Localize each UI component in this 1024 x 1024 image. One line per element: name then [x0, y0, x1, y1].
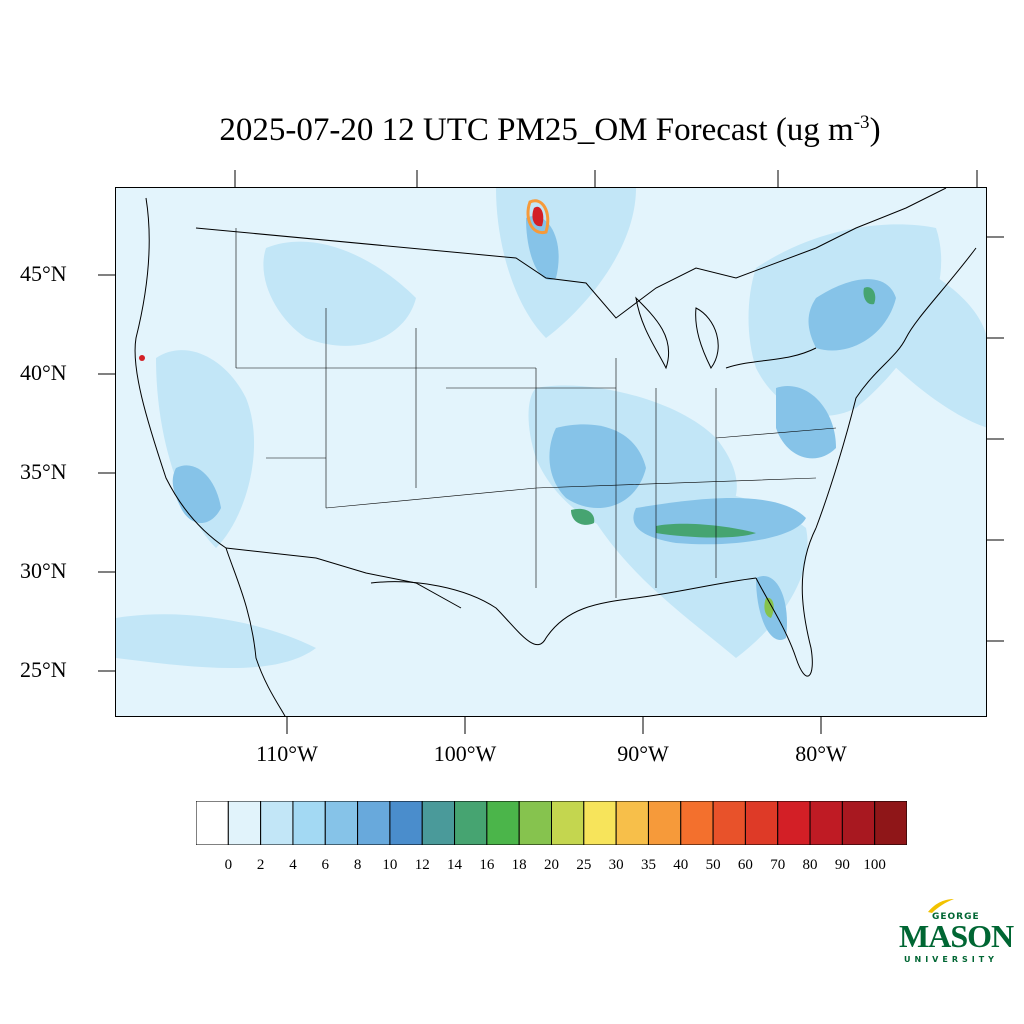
colorbar-tick-label: 50 — [705, 857, 721, 873]
gulf-coastline — [370, 577, 757, 645]
colorbar-tick-label: 20 — [544, 857, 559, 873]
colorbar-tick-label: 4 — [289, 857, 297, 873]
colorbar-tick-label: 80 — [802, 857, 818, 873]
colorbar-swatch — [292, 801, 326, 845]
light-region-canada — [496, 188, 636, 338]
colorbar-tick-label: 100 — [863, 857, 886, 873]
green-region-se — [656, 523, 756, 538]
colorbar-tick-label: 6 — [321, 857, 330, 873]
gmu-logo: GEORGE MASON UNIVERSITY — [896, 898, 1014, 968]
fire-hotspot-ontario-ring — [526, 199, 550, 235]
east-coastline — [815, 247, 977, 529]
colorbar-tick-label: 8 — [353, 857, 362, 873]
colorbar-tick-label: 16 — [479, 857, 495, 873]
us-canada-border — [195, 188, 947, 319]
colorbar-swatch — [518, 801, 552, 845]
colorbar-tick-label: 18 — [511, 857, 527, 873]
colorbar-tick-label: 25 — [576, 857, 592, 873]
colorbar-tick-label: 30 — [608, 857, 624, 873]
colorbar-swatch — [357, 801, 391, 845]
colorbar-swatch — [260, 801, 294, 845]
lon-label-100: 100°W — [433, 741, 497, 766]
colorbar-swatch — [583, 801, 617, 845]
colorbar-swatch — [841, 801, 876, 845]
colorbar-swatch — [227, 801, 262, 845]
state-lines — [235, 228, 837, 598]
colorbar-tick-label: 90 — [834, 857, 850, 873]
medium-region-ar — [549, 424, 646, 508]
lat-label-25: 25°N — [20, 657, 67, 682]
light-region-atlantic — [871, 248, 986, 428]
light-region-gulf — [116, 614, 316, 668]
colorbar-swatch — [615, 801, 649, 845]
lon-label-110: 110°W — [256, 741, 318, 766]
colorbar-tick-label: 60 — [737, 857, 753, 873]
colorbar-swatch — [712, 801, 746, 845]
colorbar — [196, 801, 907, 845]
chart-title: 2025-07-20 12 UTC PM25_OM Forecast (ug m… — [219, 112, 881, 148]
pm25-map — [116, 188, 986, 716]
green-region-fl — [764, 597, 774, 618]
light-region-west — [156, 350, 255, 548]
light-region-montana — [263, 241, 416, 346]
colorbar-swatch — [777, 801, 811, 845]
colorbar-swatch — [647, 801, 682, 845]
us-mexico-border — [225, 547, 462, 609]
colorbar-swatch — [680, 801, 714, 845]
lon-label-80: 80°W — [795, 741, 847, 766]
colorbar-swatch — [744, 801, 779, 845]
colorbar-tick-label: 0 — [224, 857, 233, 873]
boundary-layer — [134, 188, 977, 716]
great-lakes — [635, 296, 817, 370]
concentration-layer — [116, 188, 986, 668]
colorbar-tick-label: 70 — [770, 857, 786, 873]
colorbar-swatch — [874, 801, 907, 845]
florida-coastline — [755, 527, 817, 677]
west-coastline — [134, 197, 286, 716]
medium-region-mid-atlantic — [776, 386, 836, 459]
colorbar-swatch — [551, 801, 585, 845]
fire-hotspot-ontario — [532, 206, 544, 227]
lat-label-40: 40°N — [20, 360, 67, 385]
lat-label-45: 45°N — [20, 261, 67, 286]
colorbar-tick-label: 40 — [673, 857, 689, 873]
lat-label-35: 35°N — [20, 459, 67, 484]
green-region-tx — [571, 508, 595, 525]
colorbar-swatch — [421, 801, 456, 845]
colorbar-swatch — [324, 801, 359, 845]
colorbar-tick-label: 35 — [640, 857, 656, 873]
colorbar-swatch — [486, 801, 520, 845]
green-region-ne — [863, 287, 876, 305]
colorbar-tick-label: 2 — [256, 857, 265, 873]
lon-label-90: 90°W — [617, 741, 669, 766]
logo-swoosh-icon — [928, 899, 954, 913]
colorbar-swatch — [389, 801, 423, 845]
fire-hotspot-california — [139, 355, 145, 361]
colorbar-tick-label: 10 — [382, 857, 398, 873]
medium-region-ontario — [526, 216, 559, 280]
colorbar-tick-label: 12 — [414, 857, 430, 873]
colorbar-swatch — [196, 801, 229, 845]
colorbar-tick-label: 14 — [447, 857, 463, 873]
lat-label-30: 30°N — [20, 558, 67, 583]
colorbar-swatch — [809, 801, 843, 845]
map-frame — [115, 187, 987, 717]
colorbar-swatch — [454, 801, 488, 845]
